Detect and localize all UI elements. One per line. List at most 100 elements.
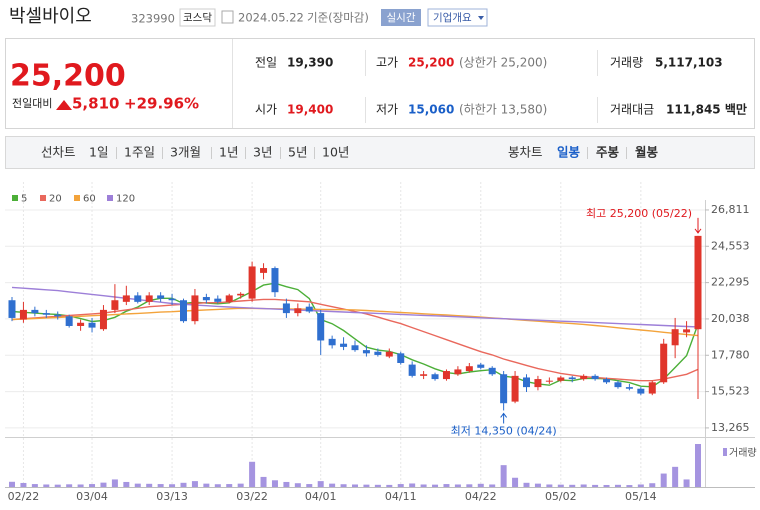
volume-bar xyxy=(352,484,358,487)
volume-bar xyxy=(534,483,541,487)
candle-body xyxy=(614,382,622,388)
legend-swatch xyxy=(107,195,113,201)
volume-bar xyxy=(89,484,96,487)
date: 2024.05.22 xyxy=(238,11,304,25)
candle-body xyxy=(88,322,96,328)
realtime-button[interactable] xyxy=(381,9,421,26)
quote-note: (하한가 13,580) xyxy=(459,103,547,117)
volume-bar xyxy=(43,484,50,487)
candle-body xyxy=(648,382,656,394)
candle-body xyxy=(122,295,130,302)
annotation-arrow xyxy=(500,412,508,424)
legend-label: 5 xyxy=(21,194,27,205)
candle-body xyxy=(260,268,268,273)
volume-label: 거래량 xyxy=(729,447,757,459)
candle-body xyxy=(660,343,668,383)
candle-tab[interactable]: 주봉 xyxy=(596,145,620,160)
y-tick-label: 15,523 xyxy=(711,385,750,398)
x-tick-label: 02/22 xyxy=(8,490,40,503)
x-tick-label: 05/02 xyxy=(545,490,577,503)
candle-body xyxy=(488,367,496,375)
volume-bar xyxy=(146,483,153,487)
candle-body xyxy=(500,374,508,404)
candle-body xyxy=(134,295,142,302)
volume-bar xyxy=(683,479,690,487)
volume-bar xyxy=(637,484,644,487)
volume-bar xyxy=(397,484,404,487)
volume-bar xyxy=(203,483,210,487)
candle-body xyxy=(374,351,382,355)
candle-body xyxy=(202,297,210,301)
candle-body xyxy=(465,366,473,372)
candle-body xyxy=(305,306,313,312)
plot: 26,811 24,553 22,295 20,038 17,780 15,523 13,2… xyxy=(5,182,750,503)
period-tab[interactable]: 5년 xyxy=(288,145,307,160)
volume-bar xyxy=(432,484,439,487)
volume-bar xyxy=(443,484,450,487)
volume-bar xyxy=(374,484,381,487)
candle-tab[interactable]: 월봉 xyxy=(635,145,659,160)
candle-body xyxy=(671,329,679,346)
volume-bar xyxy=(672,466,679,487)
x-tick-label: 03/04 xyxy=(76,490,108,503)
quote-value: 19,400 xyxy=(287,103,333,117)
stock-code: 323990 xyxy=(131,12,175,26)
realtime[interactable]: 실시간 xyxy=(387,12,416,24)
quote-value: 19,390 xyxy=(287,56,333,70)
volume-bar xyxy=(306,484,313,487)
period-tab[interactable]: 1주일 xyxy=(124,145,155,160)
legend-label: 20 xyxy=(49,194,62,205)
candle-body xyxy=(42,313,50,315)
candle-body xyxy=(282,303,290,314)
volume-bar xyxy=(614,484,621,487)
period-tab[interactable]: 3년 xyxy=(253,145,272,160)
change-label: 전일대비 xyxy=(12,96,52,110)
quote-value: 5,117,103 xyxy=(655,56,723,70)
volume-bar xyxy=(580,484,587,487)
volume-bar xyxy=(169,484,176,487)
volume-bar xyxy=(466,484,473,487)
candle-body xyxy=(523,377,530,388)
quote-label: 전일 xyxy=(255,56,277,70)
candle-body xyxy=(225,295,233,302)
company-info-button[interactable] xyxy=(427,8,488,27)
candle-body xyxy=(557,377,565,381)
volume-bar xyxy=(626,485,633,487)
candle-body xyxy=(31,309,39,314)
company-info[interactable]: 기업개요 xyxy=(433,11,472,24)
volume-bar xyxy=(54,484,61,487)
quote-label: 저가 xyxy=(376,103,398,117)
volume-bar xyxy=(660,473,667,487)
volume-legend-swatch xyxy=(723,448,727,456)
y-tick-label: 22,295 xyxy=(711,276,750,289)
volume-bar xyxy=(363,484,370,487)
period-tab[interactable]: 1일 xyxy=(89,145,108,160)
volume-bar xyxy=(180,482,187,487)
quote-box xyxy=(5,38,755,129)
candle-body xyxy=(214,298,222,302)
change: 5,810 xyxy=(72,95,119,113)
candle-body xyxy=(248,266,256,299)
volume-bar xyxy=(260,476,267,487)
candle-body xyxy=(420,374,428,376)
volume-bar xyxy=(283,481,290,487)
period-tab[interactable]: 3개월 xyxy=(170,145,201,160)
candle-body xyxy=(683,329,691,333)
candle-body xyxy=(397,353,405,363)
period-tab[interactable]: 1년 xyxy=(219,145,238,160)
up-arrow xyxy=(56,100,72,110)
volume-bar xyxy=(271,480,278,487)
quote-value: 15,060 xyxy=(408,103,454,117)
annotation: 최고 25,200 (05/22) xyxy=(586,207,692,220)
candle-body xyxy=(8,300,16,318)
y-tick-label: 13,265 xyxy=(711,421,750,434)
candle-body xyxy=(237,293,245,296)
y-tick-label: 17,780 xyxy=(711,348,750,361)
candle-tab[interactable]: 일봉 xyxy=(557,145,581,160)
legend-label: 120 xyxy=(116,194,135,205)
candle-body xyxy=(408,364,416,376)
period-tab[interactable]: 10년 xyxy=(322,145,349,160)
candle-body xyxy=(477,364,485,368)
candle-body xyxy=(385,351,393,357)
volume-bar xyxy=(409,483,416,487)
